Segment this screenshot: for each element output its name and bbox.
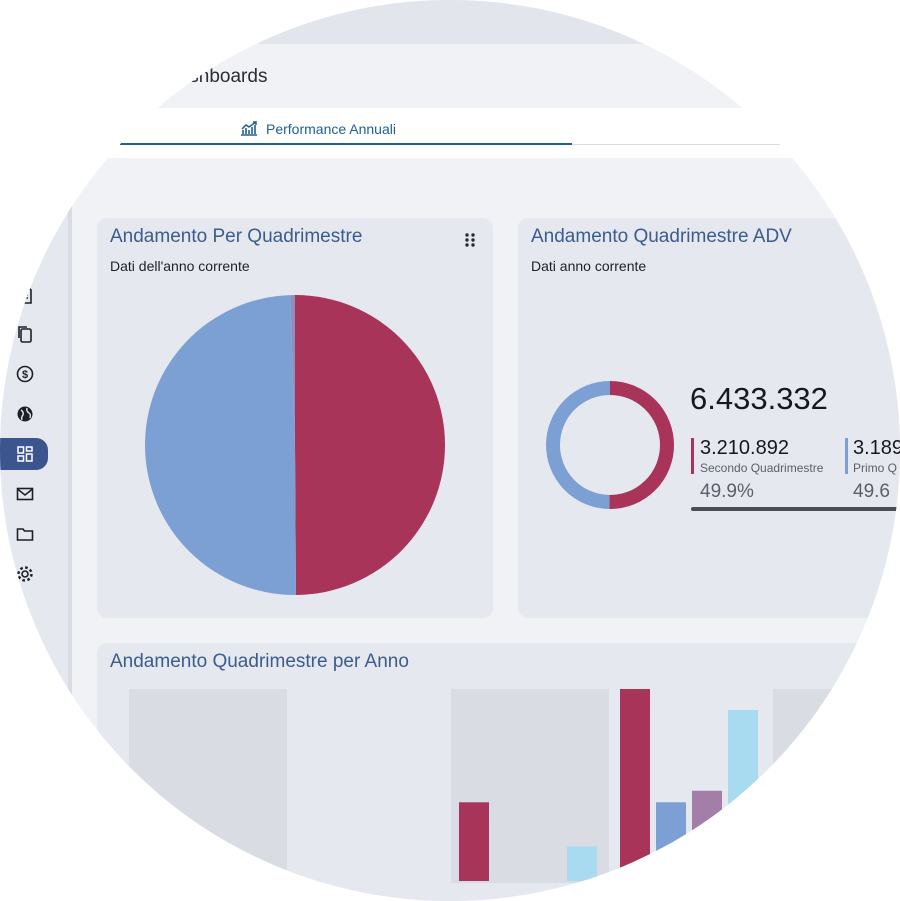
copy-icon[interactable] xyxy=(14,323,36,345)
bar[interactable] xyxy=(567,846,597,881)
bar[interactable] xyxy=(620,689,650,881)
pie-slice-3[interactable] xyxy=(290,295,295,445)
card-title: Andamento Per Quadrimestre xyxy=(110,226,363,247)
pie-slice-1[interactable] xyxy=(295,295,446,595)
card-subtitle: Dati anno corrente xyxy=(531,258,647,274)
dashboard-icon[interactable] xyxy=(14,443,36,465)
bar-chart xyxy=(129,689,900,883)
dollar-icon[interactable]: $ xyxy=(14,363,36,385)
pie-chart xyxy=(144,295,446,595)
donut-chart xyxy=(546,381,674,509)
kpi-color-bar xyxy=(845,438,848,474)
top-bar xyxy=(0,0,900,44)
bar[interactable] xyxy=(656,802,686,881)
page-title: Dashboards xyxy=(165,66,268,87)
bar[interactable] xyxy=(889,761,900,881)
tab-bar xyxy=(0,108,900,158)
bar[interactable] xyxy=(781,811,811,881)
tab-performance-annuali[interactable]: Performance Annuali xyxy=(240,119,396,139)
sidebar-divider xyxy=(68,158,72,901)
bar[interactable] xyxy=(692,790,722,881)
document-icon[interactable] xyxy=(14,284,36,306)
kpi-scrollbar[interactable] xyxy=(691,507,900,511)
kpi-percent: 49.9% xyxy=(700,481,754,502)
kpi-value: 3.210.892 xyxy=(700,437,789,459)
svg-text:$: $ xyxy=(22,369,28,381)
kpi-label: Primo Q xyxy=(853,461,898,475)
mail-icon[interactable] xyxy=(14,483,36,505)
kpi-color-bar xyxy=(691,438,694,474)
bar[interactable] xyxy=(728,710,758,881)
sidebar xyxy=(0,158,68,901)
card-title: Andamento Quadrimestre ADV xyxy=(531,226,792,247)
card-adv xyxy=(518,218,900,618)
active-tab-indicator xyxy=(120,143,572,145)
chart-line-icon xyxy=(241,121,257,136)
bar-group-background xyxy=(129,689,287,883)
page-header xyxy=(0,44,900,108)
tab-divider xyxy=(572,144,782,145)
donut-slice-1[interactable] xyxy=(609,381,674,509)
kpi-label: Secondo Quadrimestre xyxy=(700,461,824,475)
card-title: Andamento Quadrimestre per Anno xyxy=(110,651,409,672)
kpi-total: 6.433.332 xyxy=(690,381,828,416)
kpi-percent: 49.6 xyxy=(853,481,890,502)
donut-slice-2[interactable] xyxy=(546,381,611,509)
sidebar-active-indicator xyxy=(0,438,48,470)
bar[interactable] xyxy=(459,802,489,881)
globe-icon[interactable] xyxy=(14,403,36,425)
tab-label: Performance Annuali xyxy=(266,121,396,137)
folder-icon[interactable] xyxy=(14,523,36,545)
drag-handle-icon[interactable] xyxy=(464,232,476,248)
bar[interactable] xyxy=(853,689,883,881)
kpi-value: 3.189 xyxy=(853,437,900,459)
card-subtitle: Dati dell'anno corrente xyxy=(110,258,250,274)
pie-slice-2[interactable] xyxy=(144,295,296,595)
settings-icon[interactable] xyxy=(14,563,36,585)
